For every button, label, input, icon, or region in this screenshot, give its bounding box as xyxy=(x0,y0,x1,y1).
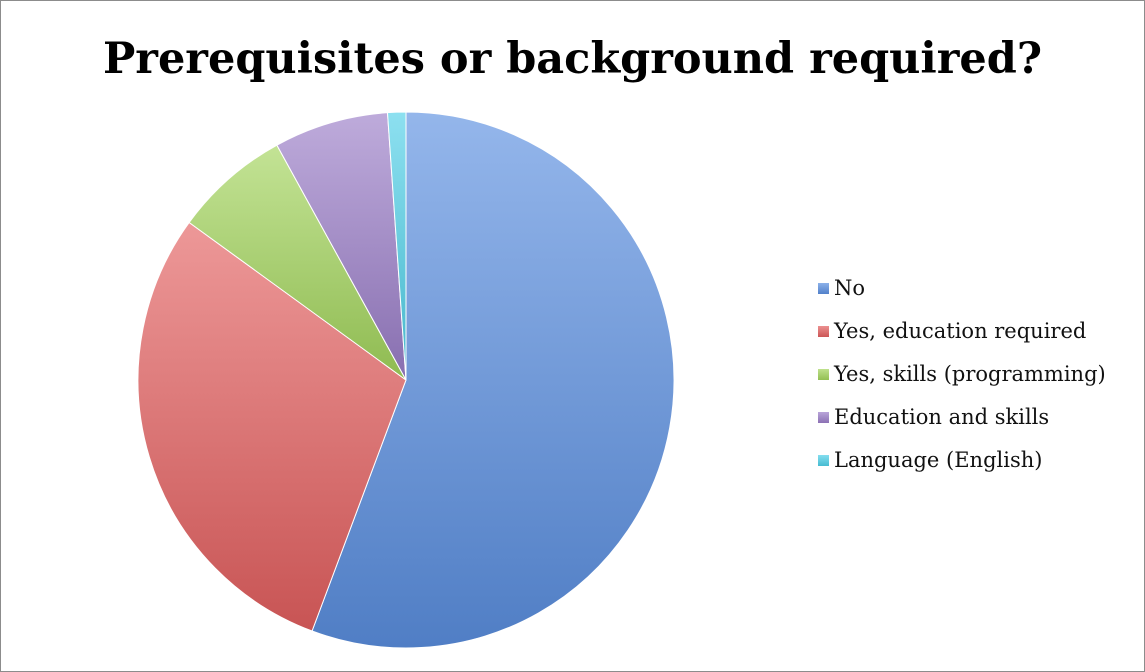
legend-swatch xyxy=(818,282,829,294)
pie-slices xyxy=(137,111,675,649)
legend: No Yes, education required Yes, skills (pr… xyxy=(818,274,1106,489)
legend-item: Language (English) xyxy=(818,446,1106,474)
legend-label: Yes, skills (programming) xyxy=(834,362,1106,386)
legend-item: Yes, education required xyxy=(818,317,1106,345)
legend-label: Yes, education required xyxy=(834,319,1087,343)
legend-item: Yes, skills (programming) xyxy=(818,360,1106,388)
legend-label: No xyxy=(834,276,866,300)
pie-slice-1 xyxy=(311,111,675,649)
pie-slice-2 xyxy=(137,221,407,632)
chart-title: Prerequisites or background required? xyxy=(102,34,1043,84)
legend-swatch xyxy=(818,325,829,337)
pie-slice-5 xyxy=(386,111,407,381)
legend-swatch xyxy=(818,368,829,380)
legend-swatch xyxy=(818,454,829,466)
legend-item: Education and skills xyxy=(818,403,1106,431)
pie-slice-4 xyxy=(276,112,407,381)
legend-label: Language (English) xyxy=(834,448,1043,472)
legend-item: No xyxy=(818,274,1106,302)
legend-swatch xyxy=(818,411,829,423)
pie-slice-3 xyxy=(188,144,407,381)
legend-label: Education and skills xyxy=(834,405,1050,429)
